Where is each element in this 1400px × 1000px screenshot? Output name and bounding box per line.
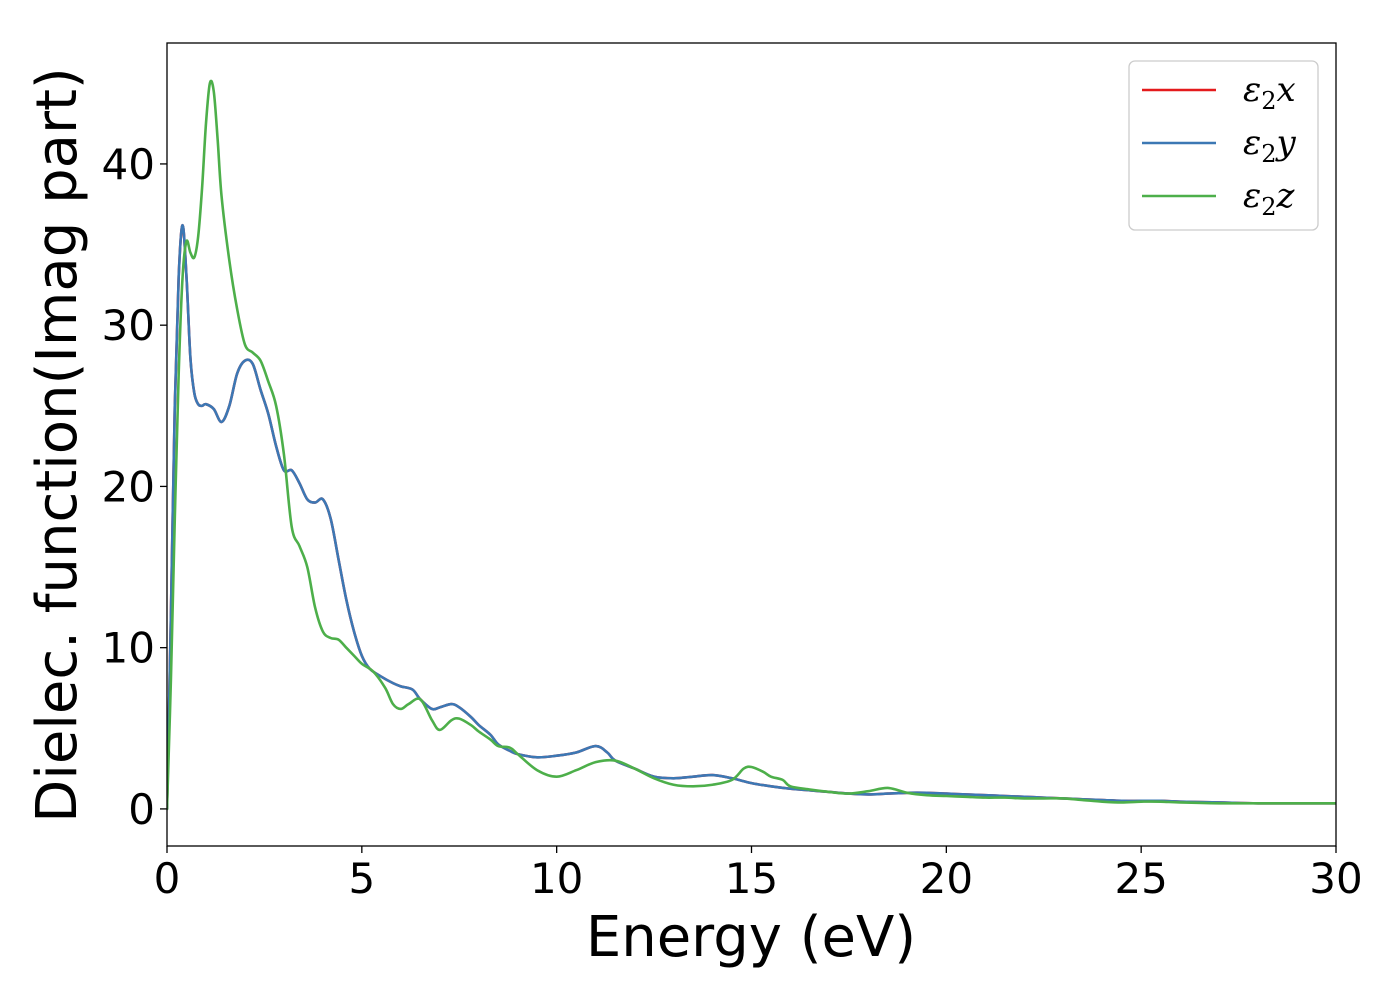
- y-axis-ticks: 0 10 20 30 40: [102, 140, 167, 834]
- series-line-y: [167, 223, 1336, 811]
- x-tick-label: 5: [348, 854, 375, 903]
- x-axis-title: Energy (eV): [586, 905, 916, 970]
- legend-label-z: ε2z: [1243, 176, 1296, 221]
- series-layer: [167, 79, 1336, 811]
- y-tick-label: 10: [102, 624, 155, 673]
- legend-label-y: ε2y: [1243, 123, 1297, 168]
- y-tick-label: 20: [102, 462, 155, 511]
- x-tick-label: 0: [154, 854, 181, 903]
- legend: ε2x ε2y ε2z: [1128, 60, 1319, 231]
- y-axis-title: Dielec. function(Imag part): [25, 67, 90, 823]
- x-tick-label: 10: [530, 854, 583, 903]
- legend-label-x: ε2x: [1243, 70, 1296, 115]
- x-tick-label: 20: [920, 854, 973, 903]
- y-tick-label: 0: [128, 785, 155, 834]
- legend-box: [1128, 60, 1319, 231]
- x-tick-label: 30: [1309, 854, 1362, 903]
- x-axis-ticks: 0 5 10 15 20 25 30: [154, 846, 1363, 903]
- y-tick-label: 40: [102, 140, 155, 189]
- y-tick-label: 30: [102, 301, 155, 350]
- x-tick-label: 25: [1114, 854, 1167, 903]
- x-tick-label: 15: [725, 854, 778, 903]
- series-line-z: [167, 79, 1336, 811]
